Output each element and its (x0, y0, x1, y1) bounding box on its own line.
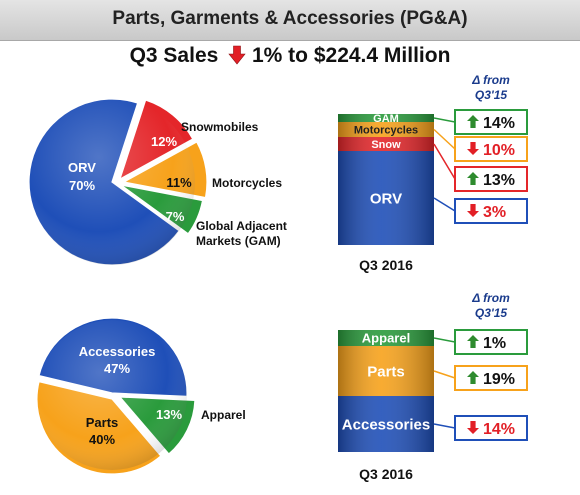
pie-label-accessories: Accessories (79, 344, 156, 359)
up-arrow-icon (467, 371, 479, 384)
pie-side-label-global-adjacent-markets-gam: Global Adjacent (196, 219, 287, 233)
sales-subtitle: Q3 Sales 1% to $224.4 Million (0, 44, 580, 68)
pie-side-label-motorcycles: Motorcycles (212, 176, 282, 190)
down-arrow-icon (228, 45, 246, 65)
bar-label-accessories: Accessories (342, 416, 430, 433)
subtitle-change: 1% to $224.4 Million (252, 44, 451, 67)
bar-shade-motorcycles (338, 122, 434, 137)
delta-connector-snow (433, 143, 456, 180)
pie-value-snowmobiles: 12% (151, 134, 177, 149)
delta-value-parts: 19% (483, 371, 515, 388)
bar-shade-gam (338, 114, 434, 122)
delta-value-snow: 13% (483, 172, 515, 189)
pie-side-label-global-adjacent-markets-gam-line2: Markets (GAM) (196, 234, 281, 248)
up-arrow-icon (467, 335, 479, 348)
down-arrow-icon (467, 421, 479, 434)
delta-value-motorcycles: 10% (483, 142, 515, 159)
delta-header-line2: Q3'15 (475, 88, 508, 102)
pie-value-motorcycles: 11% (166, 175, 192, 190)
up-arrow-icon (467, 115, 479, 128)
delta-value-apparel: 1% (483, 335, 506, 352)
delta-box-apparel (454, 329, 528, 355)
delta-value-orv: 3% (483, 204, 506, 221)
delta-connector-parts (433, 370, 456, 379)
bar-shade-accessories (338, 396, 434, 452)
delta-value-gam: 14% (483, 115, 515, 132)
pie-value-orv: 70% (69, 178, 95, 193)
pie-value-apparel: 13% (156, 407, 182, 422)
pie-chart-types: Accessories 47% Parts 40% 13% Apparel (36, 317, 246, 475)
delta-connector-gam (433, 117, 456, 123)
bar-label-motorcycles: Motorcycles (354, 124, 418, 136)
bar-label-snow: Snow (371, 139, 401, 151)
delta-header-line2: Q3'15 (475, 306, 508, 320)
bar-shade-parts (338, 346, 434, 396)
delta-box-motorcycles (454, 136, 528, 162)
pie-value-global-adjacent-markets-gam: 7% (166, 209, 185, 224)
pie-side-label-snowmobiles: Snowmobiles (181, 120, 259, 134)
delta-header: Δ from (471, 73, 510, 87)
up-arrow-icon (467, 172, 479, 185)
down-arrow-icon (467, 204, 479, 217)
bar-label-parts: Parts (367, 363, 405, 380)
delta-value-accessories: 14% (483, 421, 515, 438)
stacked-bar-types: Accessories 14% Parts 19% Apparel 1% Q3 2016 Δ … (338, 291, 528, 482)
bar-shade-apparel (338, 330, 434, 346)
delta-box-parts (454, 365, 528, 391)
bar-category-label: Q3 2016 (359, 466, 413, 482)
pie-label-orv: ORV (68, 160, 96, 175)
bar-shade-snow (338, 137, 434, 151)
delta-header: Δ from (471, 291, 510, 305)
delta-connector-orv (433, 197, 456, 212)
pie-side-label-apparel: Apparel (201, 408, 246, 422)
pie-value-parts: 40% (89, 432, 115, 447)
delta-box-orv (454, 198, 528, 224)
header-bar: Parts, Garments & Accessories (PG&A) (0, 0, 580, 41)
delta-box-snow (454, 166, 528, 192)
subtitle-prefix: Q3 Sales (129, 44, 219, 67)
header-title: Parts, Garments & Accessories (PG&A) (112, 8, 468, 29)
bar-label-orv: ORV (370, 190, 402, 207)
bar-category-label: Q3 2016 (359, 257, 413, 273)
bar-shade-orv (338, 151, 434, 245)
pie-chart-segments: ORV 70% 12% 11% 7% Snowmobiles Motorcycles Glob… (28, 98, 287, 266)
stacked-bar-segments: ORV 3% Snow 13% Motorcycles 10% GAM 14% Q3 2016 Δ… (338, 73, 528, 273)
pie-label-parts: Parts (86, 415, 119, 430)
bar-label-apparel: Apparel (362, 331, 410, 346)
delta-connector-apparel (433, 337, 456, 343)
delta-connector-motorcycles (433, 128, 456, 150)
bar-label-gam: GAM (373, 113, 399, 125)
pie-value-accessories: 47% (104, 361, 130, 376)
down-arrow-icon (467, 142, 479, 155)
delta-connector-accessories (433, 423, 456, 429)
